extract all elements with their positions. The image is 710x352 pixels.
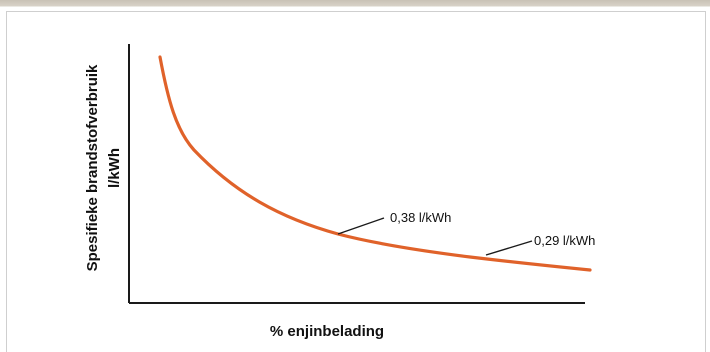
annotation-label-1: 0,29 l/kWh bbox=[534, 233, 595, 248]
y-axis-label: Spesifieke brandstofverbruik bbox=[84, 64, 101, 271]
annotation-label-0: 0,38 l/kWh bbox=[390, 210, 451, 225]
y-axis-unit-label: l/kWh bbox=[106, 148, 123, 188]
annotation-leader-0 bbox=[337, 217, 385, 235]
annotation-leader-1 bbox=[485, 240, 533, 256]
consumption-curve bbox=[158, 55, 592, 272]
x-axis-label: % enjinbelading bbox=[270, 323, 384, 340]
chart-panel bbox=[6, 11, 706, 352]
